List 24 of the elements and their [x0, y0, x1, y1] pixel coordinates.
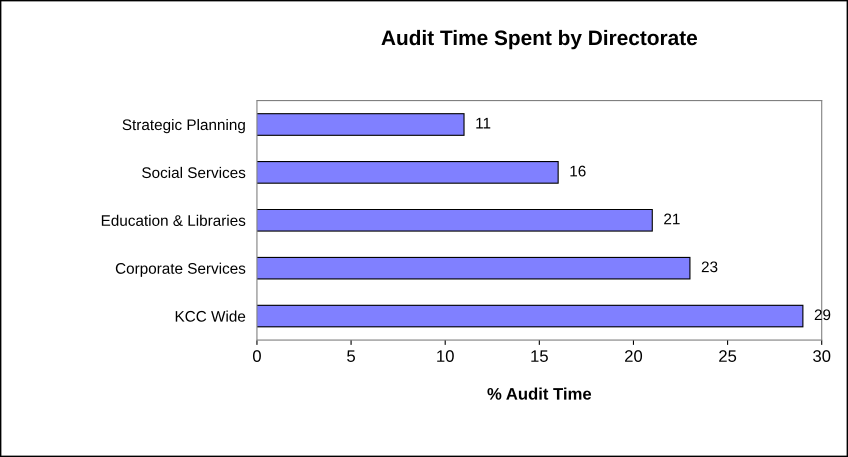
y-tick-label: Social Services — [142, 166, 246, 178]
bar — [256, 161, 559, 184]
bar — [256, 256, 690, 280]
x-axis-title: % Audit Time — [487, 387, 592, 400]
x-tick-label: 10 — [437, 350, 454, 362]
x-tick-label: 25 — [719, 350, 736, 362]
data-label: 23 — [702, 261, 718, 272]
bar — [256, 208, 653, 232]
y-tick-label: Education & Libraries — [102, 214, 246, 226]
bar — [256, 304, 804, 328]
chart-title: Audit Time Spent by Directorate — [381, 30, 698, 50]
data-label: 11 — [476, 118, 490, 128]
data-label: 21 — [664, 214, 680, 224]
y-tick-label: Strategic Planning — [122, 118, 245, 134]
y-tick-label: Corporate Services — [116, 262, 246, 277]
x-tick-label: 0 — [252, 350, 261, 362]
x-tick-label: 5 — [347, 350, 356, 362]
x-tick-label: 15 — [531, 350, 548, 362]
data-label: 29 — [814, 309, 830, 320]
x-tick-label: 30 — [813, 350, 830, 362]
x-tick-label: 20 — [625, 350, 642, 362]
y-tick-label: KCC Wide — [176, 310, 246, 322]
data-label: 16 — [570, 166, 586, 176]
bar — [256, 113, 465, 136]
